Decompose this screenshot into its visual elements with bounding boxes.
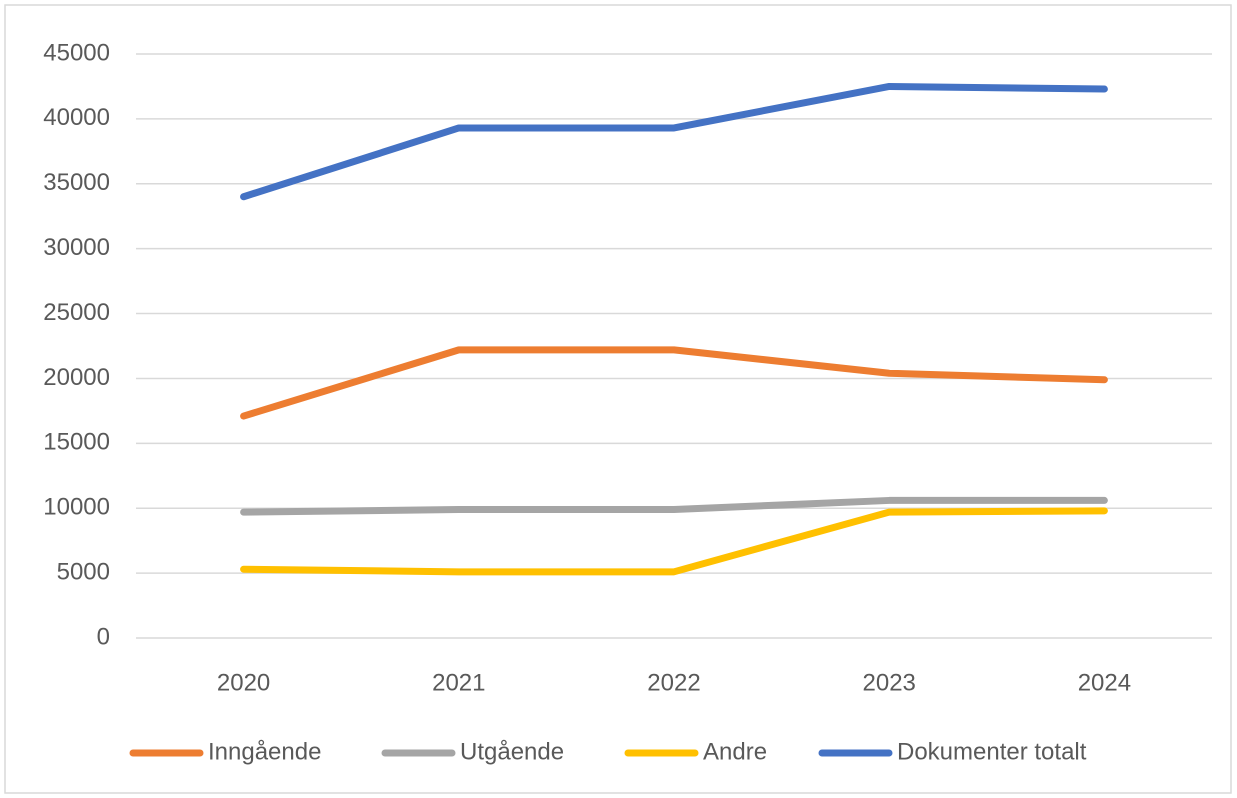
y-tick-label: 20000 — [43, 364, 110, 391]
x-tick-label: 2023 — [863, 669, 916, 696]
series-line — [240, 496, 1108, 516]
y-tick-label: 5000 — [57, 558, 110, 585]
chart-frame — [4, 4, 1232, 794]
y-tick-label: 35000 — [43, 169, 110, 196]
legend-label: Andre — [703, 738, 767, 765]
x-tick-label: 2020 — [217, 669, 270, 696]
x-tick-label: 2021 — [432, 669, 485, 696]
y-tick-label: 25000 — [43, 299, 110, 326]
series-line — [240, 82, 1108, 201]
series-line — [240, 507, 1108, 576]
legend-label: Utgående — [460, 738, 564, 765]
y-tick-label: 45000 — [43, 39, 110, 66]
y-tick-label: 0 — [97, 623, 110, 650]
y-tick-label: 15000 — [43, 429, 110, 456]
x-tick-label: 2022 — [647, 669, 700, 696]
y-tick-label: 10000 — [43, 494, 110, 521]
y-tick-label: 30000 — [43, 234, 110, 261]
y-tick-label: 40000 — [43, 104, 110, 131]
series-line — [240, 346, 1108, 420]
legend-label: Dokumenter totalt — [897, 738, 1087, 765]
legend-label: Inngående — [208, 738, 321, 765]
x-tick-label: 2024 — [1078, 669, 1131, 696]
